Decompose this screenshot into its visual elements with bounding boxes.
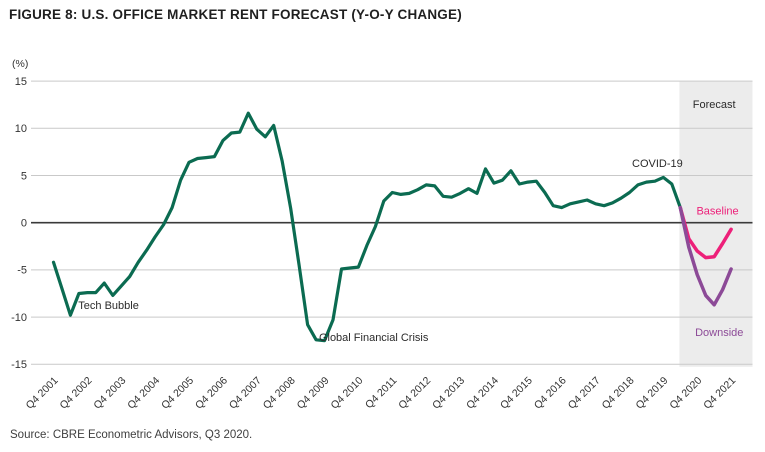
x-tick-label: Q4 2010: [329, 375, 366, 412]
x-tick-label: Q4 2021: [701, 375, 738, 412]
x-tick-label: Q4 2001: [24, 375, 61, 412]
x-tick-label: Q4 2006: [193, 375, 230, 412]
annotation-downside-label: Downside: [695, 327, 743, 339]
x-tick-label: Q4 2011: [363, 375, 400, 412]
x-tick-label: Q4 2008: [261, 375, 298, 412]
x-tick-label: Q4 2004: [125, 375, 162, 412]
x-tick-label: Q4 2003: [91, 375, 128, 412]
y-tick-label: 15: [15, 76, 27, 88]
x-tick-label: Q4 2017: [566, 375, 603, 412]
y-tick-label: -10: [11, 312, 27, 324]
y-axis-unit-label: (%): [12, 58, 28, 70]
x-tick-label: Q4 2012: [396, 375, 433, 412]
x-tick-label: Q4 2014: [464, 375, 501, 412]
x-tick-label: Q4 2009: [295, 375, 332, 412]
chart: 15 10 5 0 -5 -10 -15 (%) Q4 2001 Q4 2002 Q4 2003 Q4…: [0, 50, 765, 422]
x-tick-label: Q4 2005: [159, 375, 196, 412]
x-tick-label: Q4 2007: [227, 375, 264, 412]
x-tick-label: Q4 2015: [498, 375, 535, 412]
annotation-covid-19: COVID-19: [632, 158, 683, 170]
y-tick-label: -15: [11, 359, 27, 371]
series-historical-line: [51, 111, 682, 343]
x-tick-label: Q4 2016: [532, 375, 569, 412]
x-tick-label: Q4 2018: [600, 375, 637, 412]
series-downside-line: [678, 205, 733, 307]
annotation-forecast: Forecast: [693, 99, 736, 111]
x-tick-label: Q4 2013: [430, 375, 467, 412]
x-tick-label: Q4 2002: [58, 375, 95, 412]
x-tick-label: Q4 2020: [667, 375, 704, 412]
x-tick-label: Q4 2019: [633, 375, 670, 412]
annotation-global-financial-crisis: Global Financial Crisis: [319, 332, 429, 344]
annotation-tech-bubble: Tech Bubble: [78, 300, 139, 312]
y-tick-label: 5: [21, 170, 27, 182]
series-baseline-line: [678, 205, 733, 260]
y-tick-label: 0: [21, 218, 27, 230]
forecast-band: [679, 81, 753, 367]
y-tick-label: 10: [15, 123, 27, 135]
y-tick-label: -5: [17, 265, 27, 277]
figure-title: FIGURE 8: U.S. OFFICE MARKET RENT FORECA…: [9, 7, 462, 22]
annotation-baseline-label: Baseline: [696, 205, 738, 217]
source-line: Source: CBRE Econometric Advisors, Q3 20…: [10, 429, 253, 441]
